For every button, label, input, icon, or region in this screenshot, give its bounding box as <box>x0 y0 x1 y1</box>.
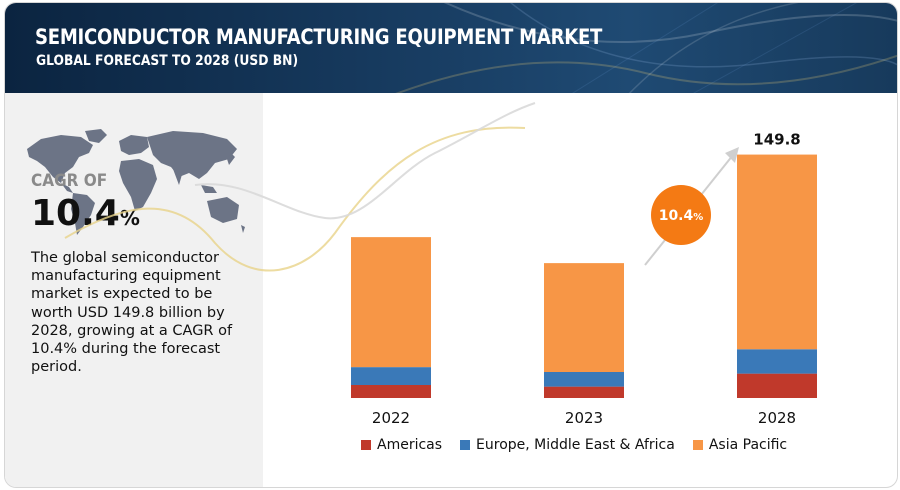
decor-swoosh-gold <box>64 126 526 272</box>
legend-label-emea: Europe, Middle East & Africa <box>476 437 675 453</box>
cagr-badge-unit: % <box>693 212 703 223</box>
cagr-badge <box>651 185 711 245</box>
x-tick-label-2023: 2023 <box>565 409 603 427</box>
x-tick-label-2022: 2022 <box>372 409 410 427</box>
decor-swoosh-grey <box>194 102 536 220</box>
growth-arrowhead <box>725 147 739 163</box>
banner-decoration <box>395 3 897 93</box>
legend-label-americas: Americas <box>377 437 443 453</box>
bar-2022-americas <box>351 385 431 398</box>
bar-2022-asia-pacific <box>351 237 431 368</box>
header-banner: SEMICONDUCTOR MANUFACTURING EQUIPMENT MA… <box>5 3 897 93</box>
bar-2023-emea <box>544 372 624 387</box>
bar-2028-emea <box>737 349 817 374</box>
x-tick-label-2028: 2028 <box>758 409 796 427</box>
world-map-icon <box>27 129 245 235</box>
cagr-number: 10.4 <box>31 193 120 234</box>
data-label-total-2028: 149.8 <box>753 131 800 149</box>
legend-label-asia-pacific: Asia Pacific <box>708 437 788 453</box>
bar-2023-asia-pacific <box>544 263 624 372</box>
legend-swatch-americas <box>361 440 371 450</box>
cagr-badge-value: 10.4 <box>659 208 694 224</box>
infographic-frame: SEMICONDUCTOR MANUFACTURING EQUIPMENT MA… <box>4 2 898 488</box>
bar-2023-americas <box>544 386 624 398</box>
bar-2028-asia-pacific <box>737 154 817 350</box>
legend-swatch-asia-pacific <box>692 440 703 450</box>
chart-legend: Americas Europe, Middle East & Africa As… <box>361 437 805 453</box>
legend-swatch-emea <box>460 440 471 450</box>
bar-2028-americas <box>737 373 817 398</box>
bar-2022-emea <box>351 367 431 385</box>
legend-item-asia-pacific: Asia Pacific <box>692 437 788 453</box>
page-subtitle: GLOBAL FORECAST TO 2028 (USD BN) <box>36 53 299 69</box>
market-description: The global semiconductor manufacturing e… <box>31 250 233 376</box>
cagr-value: 10.4% <box>31 193 140 234</box>
cagr-badge-label: 10.4% <box>659 208 704 224</box>
stacked-bar-chart: 2022 2023 2028 149.8 10.4% <box>64 102 817 427</box>
cagr-label: CAGR OF <box>31 171 108 191</box>
legend-item-americas: Americas <box>361 437 442 453</box>
legend-item-emea: Europe, Middle East & Africa <box>460 437 675 453</box>
page-title: SEMICONDUCTOR MANUFACTURING EQUIPMENT MA… <box>35 25 603 49</box>
